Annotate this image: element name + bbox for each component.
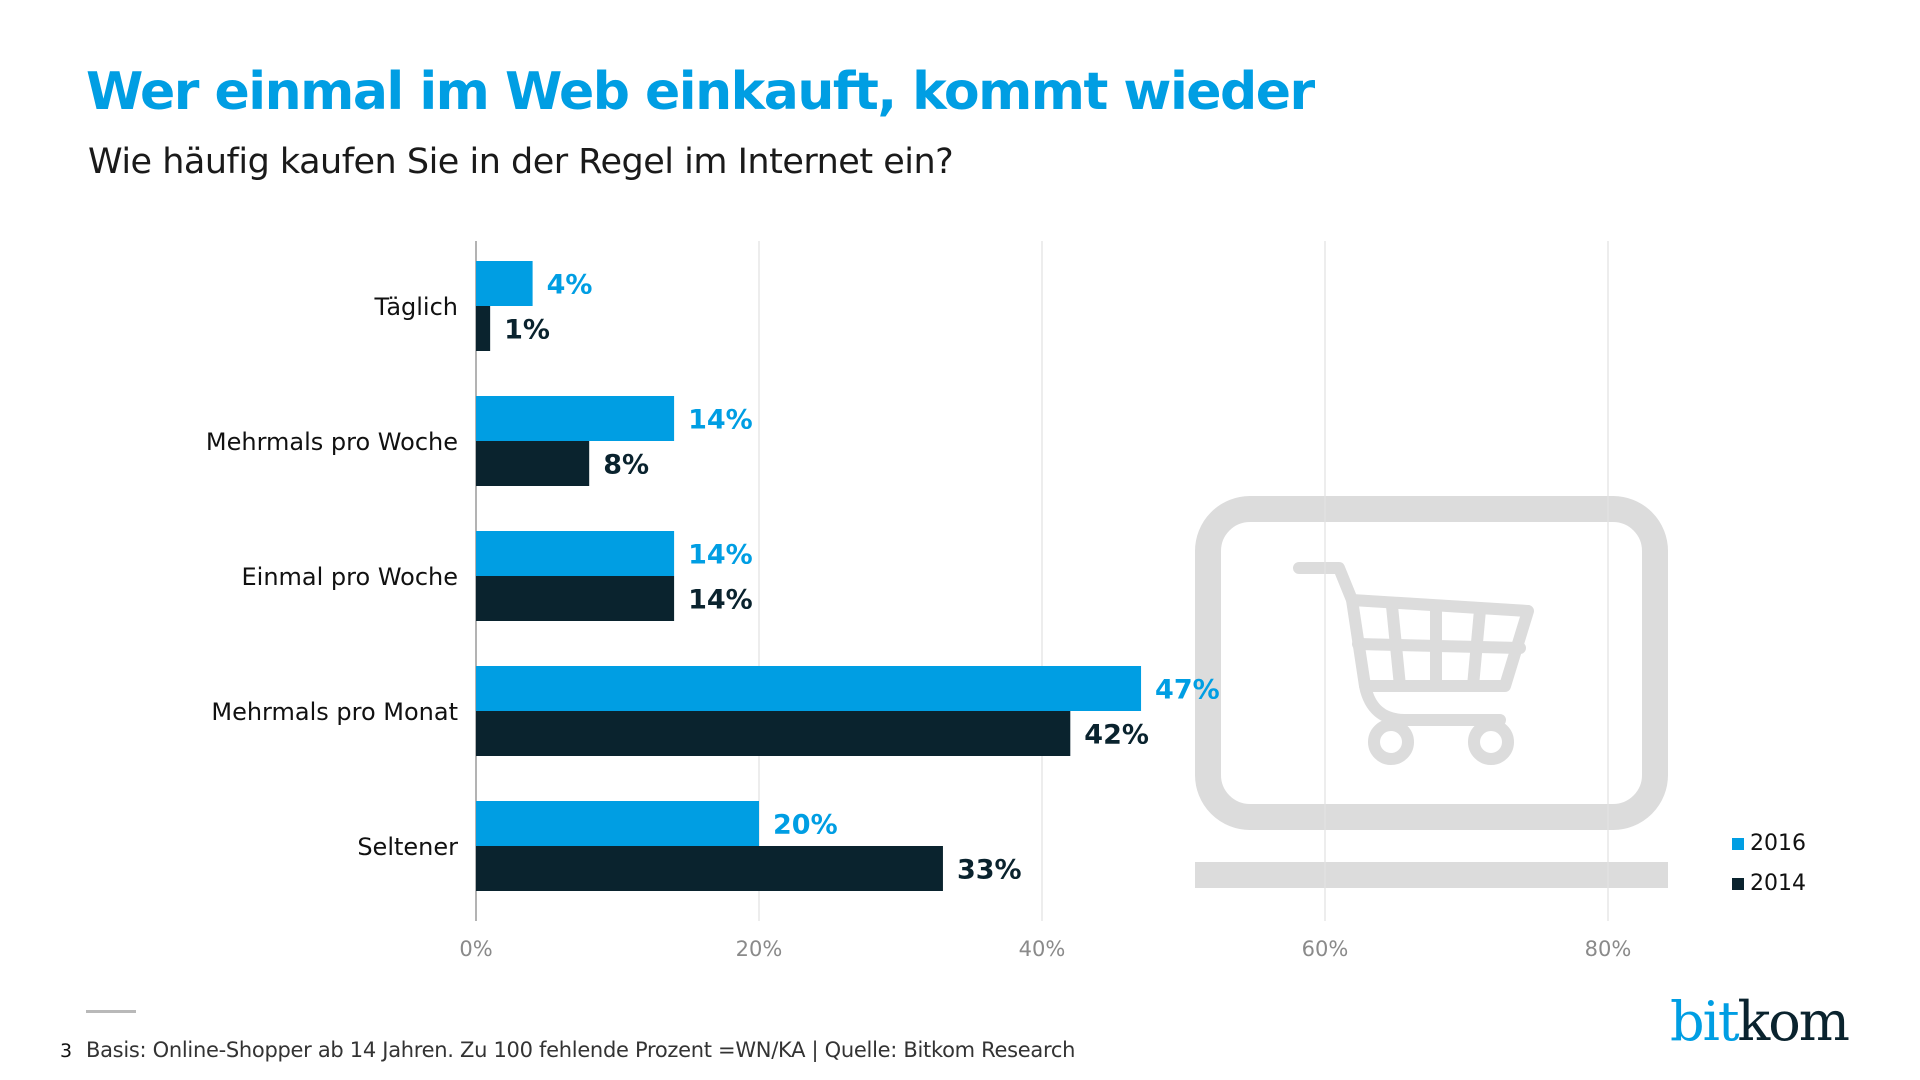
value-label-2014: 8% [603,450,649,481]
bar-2014 [476,711,1071,756]
category-label: Einmal pro Woche [242,563,459,591]
shopping-cart-icon [1293,562,1534,765]
bitkom-logo: bitkom [1670,990,1850,1053]
legend-label-2014: 2014 [1750,871,1806,896]
category-label: Seltener [357,833,458,861]
x-tick-label: 0% [459,937,492,961]
bar-2014 [476,441,590,486]
logo-part-kom: kom [1737,990,1850,1053]
bar-2016 [476,801,759,846]
legend-swatch-2016 [1732,838,1744,850]
value-label-2016: 47% [1155,675,1220,706]
value-label-2016: 20% [773,810,838,841]
value-label-2016: 4% [547,270,593,301]
category-label: Täglich [373,293,458,321]
value-label-2016: 14% [688,405,753,436]
x-tick-label: 80% [1585,937,1632,961]
bar-2016 [476,261,533,306]
bar-2014 [476,306,491,351]
page-title: Wer einmal im Web einkauft, kommt wieder [86,62,1315,122]
value-label-2014: 1% [504,315,550,346]
x-tick-label: 20% [736,937,783,961]
category-label: Mehrmals pro Woche [206,428,458,456]
legend-swatch-2014 [1732,878,1744,890]
value-label-2014: 33% [957,855,1022,886]
bar-2014 [476,576,675,621]
page-number: 3 [60,1040,73,1062]
bar-2014 [476,846,943,891]
bar-2016 [476,396,675,441]
laptop-shopping-cart-icon [1195,496,1668,888]
footer-divider [86,1010,136,1013]
category-label: Mehrmals pro Monat [211,698,458,726]
footer-note: Basis: Online-Shopper ab 14 Jahren. Zu 1… [86,1038,1076,1062]
page-subtitle: Wie häufig kaufen Sie in der Regel im In… [88,142,954,182]
x-tick-label: 60% [1302,937,1349,961]
legend-label-2016: 2016 [1750,831,1806,856]
x-tick-label: 40% [1019,937,1066,961]
value-label-2016: 14% [688,540,753,571]
logo-part-bit: bit [1670,990,1740,1053]
bar-2016 [476,666,1142,711]
value-label-2014: 42% [1084,720,1149,751]
bar-2016 [476,531,675,576]
value-label-2014: 14% [688,585,753,616]
